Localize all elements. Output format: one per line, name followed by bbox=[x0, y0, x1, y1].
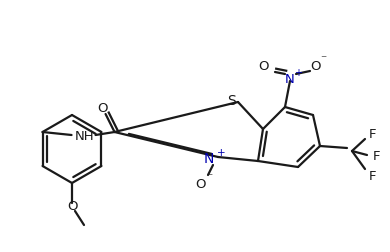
Text: O: O bbox=[259, 59, 269, 72]
Text: +: + bbox=[217, 147, 225, 158]
Text: F: F bbox=[369, 169, 377, 182]
Text: F: F bbox=[369, 127, 377, 140]
Text: NH: NH bbox=[75, 129, 94, 142]
Text: N: N bbox=[204, 151, 214, 165]
Text: +: + bbox=[294, 68, 302, 78]
Text: N: N bbox=[285, 72, 295, 85]
Text: F: F bbox=[373, 149, 381, 162]
Text: O: O bbox=[67, 200, 77, 213]
Text: S: S bbox=[228, 94, 236, 108]
Text: O: O bbox=[98, 101, 108, 114]
Text: O: O bbox=[311, 59, 321, 72]
Text: ⁻: ⁻ bbox=[206, 171, 212, 184]
Text: O: O bbox=[196, 177, 206, 190]
Text: ⁻: ⁻ bbox=[320, 53, 326, 66]
